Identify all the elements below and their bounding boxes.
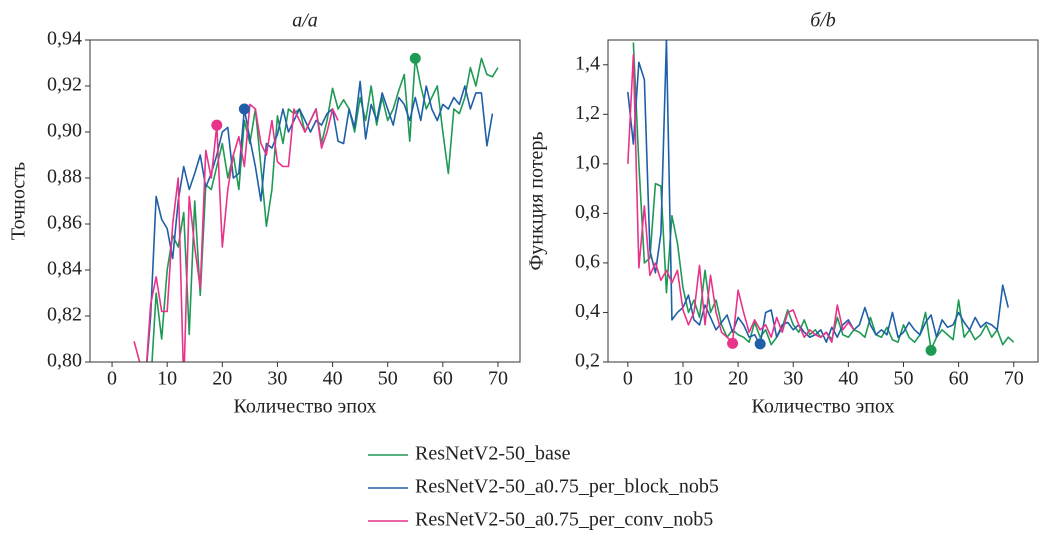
- y-axis-label: Функция потерь: [526, 131, 548, 270]
- x-tick-label: 40: [323, 368, 343, 390]
- y-tick-label: 0,92: [47, 74, 82, 96]
- best-marker: [754, 338, 766, 350]
- y-tick-label: 0,90: [47, 120, 82, 142]
- y-tick-label: 0,4: [575, 300, 600, 322]
- y-tick-label: 0,6: [575, 251, 600, 273]
- plot-frame: [89, 39, 521, 363]
- x-tick-label: 40: [838, 368, 858, 390]
- series-line: [133, 103, 339, 362]
- y-tick-label: 0,94: [47, 28, 82, 50]
- best-marker: [925, 344, 937, 356]
- chart-title: a/a: [292, 10, 318, 32]
- legend-label: ResNetV2-50_base: [415, 443, 571, 465]
- best-marker: [727, 337, 739, 349]
- plot-area: [627, 40, 1015, 351]
- x-tick-label: 50: [378, 368, 398, 390]
- x-tick-label: 0: [623, 368, 633, 390]
- y-tick-label: 0,80: [47, 350, 82, 372]
- best-marker: [211, 119, 223, 131]
- series-line: [151, 57, 499, 362]
- x-tick-label: 70: [488, 368, 508, 390]
- x-axis-label: Количество эпох: [234, 396, 377, 418]
- y-tick-label: 0,2: [575, 350, 600, 372]
- x-tick-label: 20: [728, 368, 748, 390]
- x-axis-label: Количество эпох: [752, 396, 895, 418]
- y-tick-label: 1,0: [575, 151, 600, 173]
- y-tick-label: 0,82: [47, 304, 82, 326]
- series-line: [146, 80, 494, 362]
- chart-title: б/b: [810, 10, 836, 32]
- legend-label: ResNetV2-50_a0.75_per_conv_nob5: [415, 509, 713, 531]
- y-tick-label: 0,8: [575, 201, 600, 223]
- x-tick-label: 20: [212, 368, 232, 390]
- y-tick-label: 0,84: [47, 258, 82, 280]
- y-tick-label: 0,88: [47, 166, 82, 188]
- x-tick-label: 30: [783, 368, 803, 390]
- x-tick-label: 70: [1004, 368, 1024, 390]
- best-marker: [409, 52, 421, 64]
- x-tick-label: 60: [949, 368, 969, 390]
- x-tick-label: 10: [673, 368, 693, 390]
- x-tick-label: 60: [433, 368, 453, 390]
- series-line: [627, 40, 1010, 346]
- x-tick-label: 0: [107, 368, 117, 390]
- plot-area: [133, 57, 499, 362]
- plot-frame: [607, 39, 1039, 363]
- y-tick-label: 1,4: [575, 52, 600, 74]
- x-tick-label: 50: [893, 368, 913, 390]
- y-axis-label: Точность: [8, 162, 30, 240]
- x-tick-label: 30: [267, 368, 287, 390]
- legend-label: ResNetV2-50_a0.75_per_block_nob5: [415, 476, 719, 498]
- best-marker: [238, 103, 250, 115]
- x-tick-label: 10: [157, 368, 177, 390]
- y-tick-label: 0,86: [47, 212, 82, 234]
- y-tick-label: 1,2: [575, 102, 600, 124]
- series-line: [627, 54, 855, 343]
